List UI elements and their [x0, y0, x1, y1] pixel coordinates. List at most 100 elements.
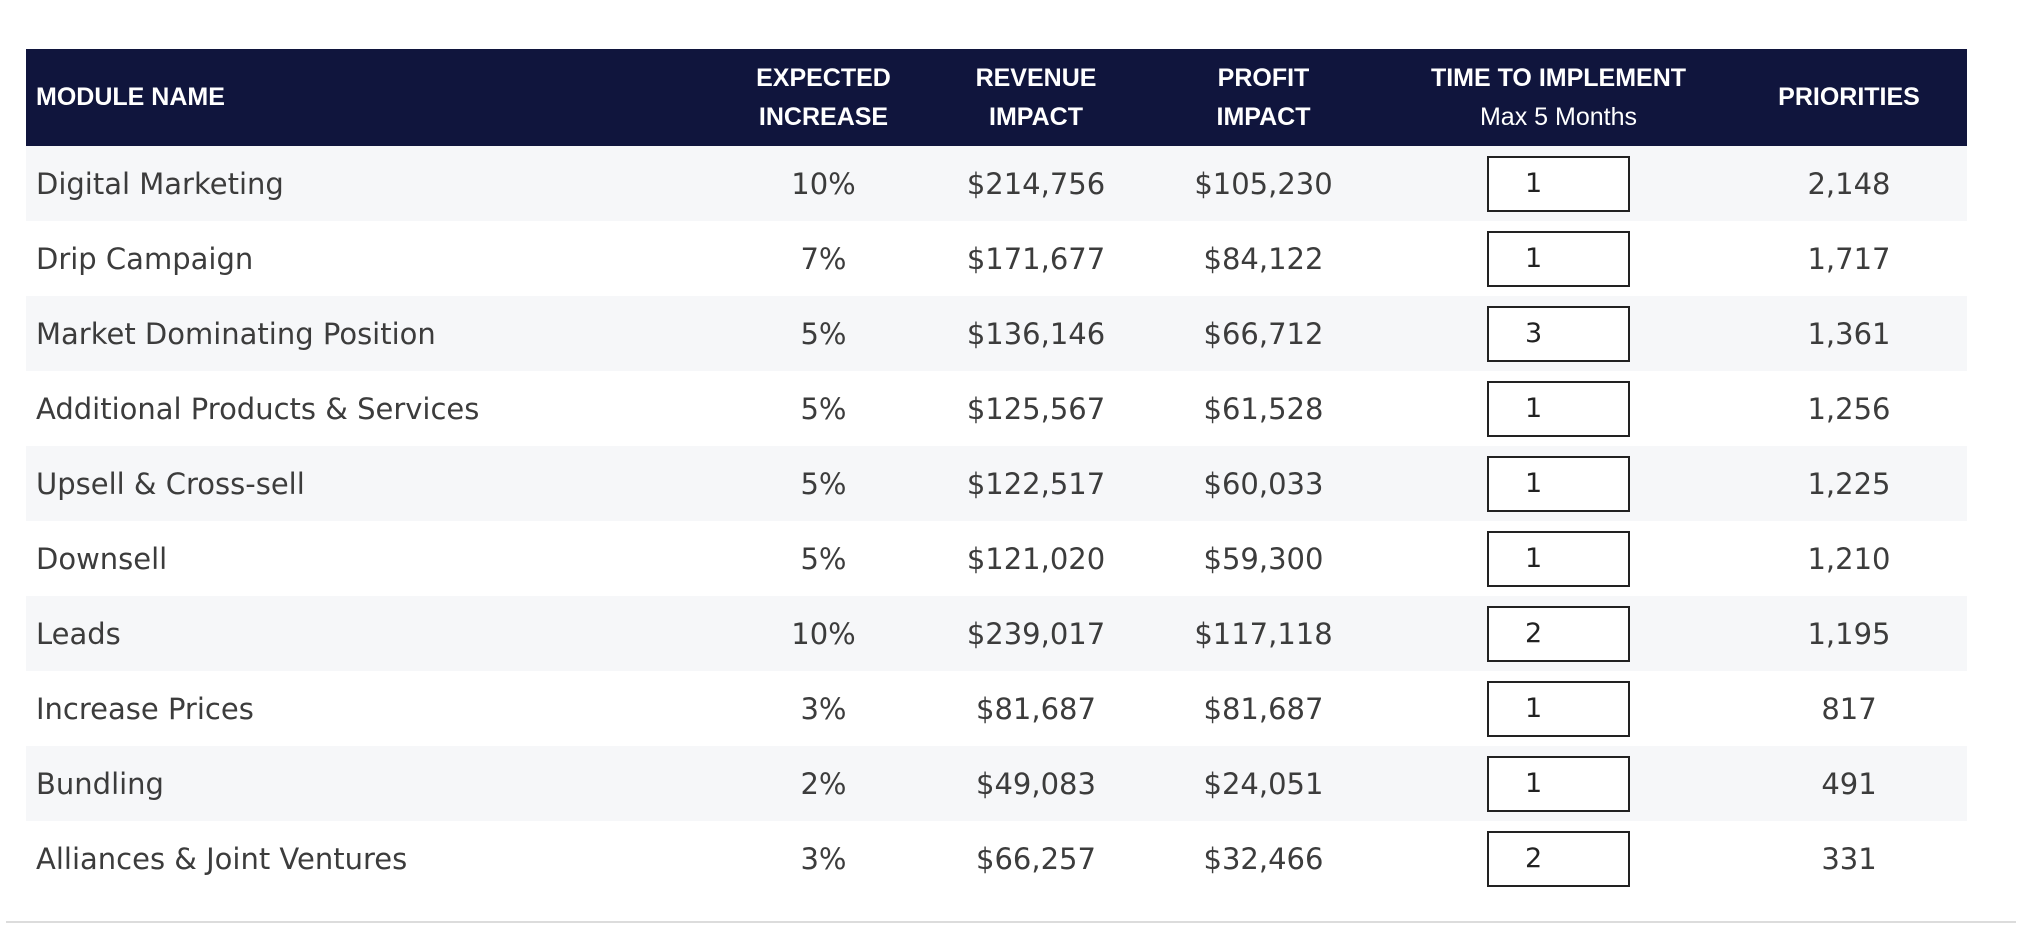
expected-increase-cell: 5% [800, 316, 847, 351]
time-to-implement-cell [1386, 221, 1731, 296]
table-row: Upsell & Cross-sell 5% $122,517 $60,033 … [26, 446, 1967, 521]
module-name-cell: Increase Prices [36, 691, 254, 726]
header-expected-increase-line2: INCREASE [758, 102, 889, 131]
revenue-impact-cell: $122,517 [966, 466, 1106, 501]
module-name-cell: Leads [36, 616, 121, 651]
time-to-implement-input[interactable] [1487, 155, 1630, 212]
header-profit-impact: PROFIT IMPACT [1141, 49, 1386, 146]
expected-increase-cell: 10% [791, 166, 856, 201]
module-name-cell: Alliances & Joint Ventures [36, 841, 408, 876]
table-row: Digital Marketing 10% $214,756 $105,230 … [26, 146, 1967, 221]
revenue-impact-cell: $125,567 [966, 391, 1106, 426]
header-time-to-implement: TIME TO IMPLEMENT Max 5 Months [1386, 49, 1731, 146]
profit-impact-cell: $59,300 [1203, 541, 1324, 576]
revenue-impact-cell: $136,146 [966, 316, 1106, 351]
module-priorities-table-container: MODULE NAME EXPECTED INCREASE REVENUE IM… [26, 49, 1967, 896]
time-to-implement-input[interactable] [1487, 680, 1630, 737]
time-to-implement-input[interactable] [1487, 455, 1630, 512]
table-row: Increase Prices 3% $81,687 $81,687 817 [26, 671, 1967, 746]
bottom-divider [6, 921, 2016, 923]
table-row: Drip Campaign 7% $171,677 $84,122 1,717 [26, 221, 1967, 296]
header-expected-increase-line1: EXPECTED [756, 63, 891, 92]
profit-impact-cell: $105,230 [1194, 166, 1333, 201]
profit-impact-cell: $66,712 [1203, 316, 1324, 351]
module-priorities-table: MODULE NAME EXPECTED INCREASE REVENUE IM… [26, 49, 1967, 896]
table-header: MODULE NAME EXPECTED INCREASE REVENUE IM… [26, 49, 1967, 146]
priority-cell: 817 [1821, 691, 1877, 726]
table-row: Bundling 2% $49,083 $24,051 491 [26, 746, 1967, 821]
profit-impact-cell: $60,033 [1203, 466, 1324, 501]
priority-cell: 1,225 [1807, 466, 1891, 501]
time-to-implement-input[interactable] [1487, 605, 1630, 662]
revenue-impact-cell: $66,257 [976, 841, 1096, 876]
expected-increase-cell: 2% [800, 766, 847, 801]
header-module-name: MODULE NAME [26, 49, 716, 146]
profit-impact-cell: $84,122 [1203, 241, 1324, 276]
expected-increase-cell: 3% [800, 841, 847, 876]
time-to-implement-cell [1386, 296, 1731, 371]
table-header-row: MODULE NAME EXPECTED INCREASE REVENUE IM… [26, 49, 1967, 146]
expected-increase-cell: 3% [800, 691, 847, 726]
table-body: Digital Marketing 10% $214,756 $105,230 … [26, 146, 1967, 896]
header-module-name-label: MODULE NAME [36, 83, 225, 111]
expected-increase-cell: 5% [800, 466, 847, 501]
header-expected-increase: EXPECTED INCREASE [716, 49, 931, 146]
header-time-to-implement-line1: TIME TO IMPLEMENT [1430, 63, 1687, 92]
header-profit-impact-line2: IMPACT [1216, 102, 1311, 131]
table-row: Alliances & Joint Ventures 3% $66,257 $3… [26, 821, 1967, 896]
expected-increase-cell: 5% [800, 541, 847, 576]
revenue-impact-cell: $121,020 [966, 541, 1106, 576]
revenue-impact-cell: $239,017 [966, 616, 1106, 651]
table-row: Leads 10% $239,017 $117,118 1,195 [26, 596, 1967, 671]
expected-increase-cell: 10% [791, 616, 856, 651]
expected-increase-cell: 5% [800, 391, 847, 426]
header-revenue-impact-line1: REVENUE [975, 63, 1097, 92]
priority-cell: 1,717 [1807, 241, 1891, 276]
profit-impact-cell: $117,118 [1194, 616, 1333, 651]
time-to-implement-input[interactable] [1487, 530, 1630, 587]
priority-cell: 1,256 [1807, 391, 1891, 426]
time-to-implement-cell [1386, 371, 1731, 446]
time-to-implement-cell [1386, 671, 1731, 746]
priority-cell: 491 [1821, 766, 1877, 801]
header-priorities-label: PRIORITIES [1778, 83, 1920, 111]
revenue-impact-cell: $214,756 [966, 166, 1106, 201]
header-profit-impact-line1: PROFIT [1217, 63, 1310, 92]
time-to-implement-cell [1386, 821, 1731, 896]
expected-increase-cell: 7% [800, 241, 847, 276]
revenue-impact-cell: $171,677 [966, 241, 1106, 276]
module-name-cell: Market Dominating Position [36, 316, 436, 351]
time-to-implement-input[interactable] [1487, 305, 1630, 362]
module-name-cell: Digital Marketing [36, 166, 284, 201]
time-to-implement-input[interactable] [1487, 755, 1630, 812]
module-name-cell: Additional Products & Services [36, 391, 480, 426]
module-name-cell: Bundling [36, 766, 164, 801]
header-time-to-implement-line2: Max 5 Months [1479, 102, 1637, 131]
module-name-cell: Upsell & Cross-sell [36, 466, 305, 501]
revenue-impact-cell: $81,687 [976, 691, 1096, 726]
priority-cell: 1,195 [1807, 616, 1891, 651]
header-priorities: PRIORITIES [1731, 49, 1967, 146]
table-row: Additional Products & Services 5% $125,5… [26, 371, 1967, 446]
profit-impact-cell: $81,687 [1203, 691, 1324, 726]
header-revenue-impact: REVENUE IMPACT [931, 49, 1141, 146]
table-row: Downsell 5% $121,020 $59,300 1,210 [26, 521, 1967, 596]
time-to-implement-cell [1386, 746, 1731, 821]
module-name-cell: Downsell [36, 541, 168, 576]
profit-impact-cell: $61,528 [1203, 391, 1324, 426]
profit-impact-cell: $32,466 [1203, 841, 1324, 876]
priority-cell: 1,210 [1807, 541, 1891, 576]
revenue-impact-cell: $49,083 [976, 766, 1096, 801]
profit-impact-cell: $24,051 [1203, 766, 1324, 801]
header-revenue-impact-line2: IMPACT [989, 102, 1083, 131]
time-to-implement-input[interactable] [1487, 830, 1630, 887]
module-name-cell: Drip Campaign [36, 241, 254, 276]
priority-cell: 331 [1821, 841, 1877, 876]
priority-cell: 1,361 [1807, 316, 1891, 351]
time-to-implement-cell [1386, 146, 1731, 221]
time-to-implement-cell [1386, 596, 1731, 671]
time-to-implement-input[interactable] [1487, 380, 1630, 437]
table-row: Market Dominating Position 5% $136,146 $… [26, 296, 1967, 371]
time-to-implement-input[interactable] [1487, 230, 1630, 287]
time-to-implement-cell [1386, 446, 1731, 521]
